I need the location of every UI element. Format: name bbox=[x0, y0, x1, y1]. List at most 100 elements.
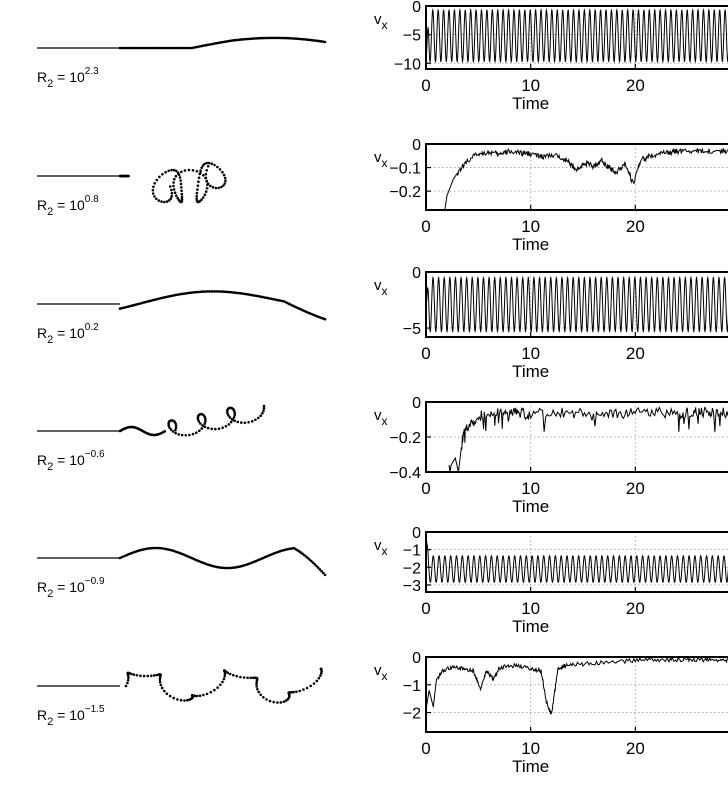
y-axis-label: vx bbox=[374, 407, 388, 428]
filament-bead bbox=[199, 169, 202, 172]
y-tick-label: −5 bbox=[403, 321, 421, 338]
filament-bead bbox=[174, 424, 178, 427]
filament-bead bbox=[171, 430, 175, 433]
filament-bead bbox=[319, 667, 323, 671]
series-line bbox=[426, 535, 728, 584]
x-tick-label: 10 bbox=[521, 739, 540, 758]
filament-bead bbox=[173, 177, 176, 181]
filament-bead bbox=[280, 36, 284, 40]
filament-bead bbox=[254, 418, 257, 422]
filament-bead bbox=[214, 186, 218, 190]
y-tick-label: −1 bbox=[403, 543, 421, 560]
y-tick-label: 0 bbox=[412, 395, 421, 412]
r2-label-base: R bbox=[37, 452, 47, 468]
filament-bead bbox=[201, 424, 204, 427]
filament-bead bbox=[204, 172, 208, 176]
filament-bead bbox=[180, 189, 183, 193]
filament-bead bbox=[209, 184, 212, 188]
filament-bead bbox=[195, 694, 199, 698]
filament-bead bbox=[205, 169, 208, 172]
r2-label-sub: 2 bbox=[47, 206, 53, 218]
filament-bead bbox=[295, 690, 298, 693]
y-tick-label: −5 bbox=[403, 28, 421, 45]
filament-bead bbox=[168, 694, 172, 698]
filament-bead bbox=[211, 186, 215, 189]
filament-bead bbox=[242, 676, 246, 679]
y-axis-label-base: v bbox=[374, 149, 382, 166]
r2-label-eq: = 10 bbox=[53, 325, 85, 341]
filament-bead bbox=[188, 433, 191, 437]
filament-bead bbox=[206, 182, 210, 186]
x-tick-label: 20 bbox=[626, 479, 645, 498]
filament-bead bbox=[195, 431, 198, 435]
x-tick-label: 10 bbox=[521, 599, 540, 618]
filament-bead bbox=[168, 185, 172, 188]
filament-bead bbox=[126, 681, 129, 685]
filament-bead bbox=[196, 418, 200, 421]
filament-bead bbox=[233, 419, 236, 423]
filament-bead bbox=[320, 671, 323, 675]
filament-bead bbox=[199, 422, 202, 425]
filament-bead bbox=[167, 169, 170, 173]
filament-bead bbox=[207, 161, 211, 165]
filament-bead bbox=[197, 180, 200, 183]
r2-label-base: R bbox=[37, 579, 47, 595]
filament-bead bbox=[158, 676, 162, 679]
x-axis-label: Time bbox=[512, 94, 549, 113]
filament-bead bbox=[179, 179, 182, 182]
filament-bead bbox=[201, 164, 205, 167]
filament-bead bbox=[313, 562, 317, 566]
filament-bead bbox=[205, 179, 208, 183]
x-tick-label: 10 bbox=[521, 76, 540, 95]
filament-bead bbox=[315, 679, 319, 683]
filament-bead bbox=[240, 421, 243, 424]
filament-bead bbox=[232, 673, 235, 677]
filament-bead bbox=[183, 169, 187, 172]
filament-bead bbox=[175, 194, 178, 197]
x-axis-label: Time bbox=[512, 617, 549, 636]
r2-label-exponent: −0.6 bbox=[85, 449, 105, 460]
r2-label: R2 = 100.8 bbox=[37, 194, 99, 218]
filament-bead bbox=[222, 677, 226, 681]
filament-bead bbox=[203, 422, 207, 425]
filament-bead bbox=[155, 197, 158, 201]
filament-bead bbox=[139, 674, 142, 678]
filament-bead bbox=[206, 426, 210, 430]
filament-bead bbox=[220, 185, 223, 189]
filament-bead bbox=[249, 676, 252, 680]
r2-label-base: R bbox=[37, 325, 47, 341]
filament-bead bbox=[132, 673, 136, 676]
y-axis-label-sub: x bbox=[382, 18, 388, 32]
filament-bead bbox=[226, 412, 229, 415]
filament-bead bbox=[206, 165, 210, 168]
filament-bead bbox=[196, 188, 199, 191]
filament-bead bbox=[311, 561, 315, 564]
filament-bead bbox=[146, 674, 150, 678]
filament-bead bbox=[195, 197, 198, 201]
filament-bead bbox=[304, 555, 308, 558]
filament-bead bbox=[124, 684, 128, 688]
filament-bead bbox=[235, 674, 238, 678]
filament-bead bbox=[322, 571, 325, 575]
y-tick-label: 0 bbox=[412, 137, 421, 154]
y-axis-label-sub: x bbox=[382, 284, 388, 298]
filament-bead bbox=[176, 196, 179, 200]
filament-bead bbox=[178, 176, 182, 179]
filament-bead bbox=[309, 684, 313, 688]
filament-bead bbox=[262, 407, 266, 410]
filament-bead bbox=[127, 174, 130, 178]
filament-bead bbox=[273, 36, 277, 40]
filament-bead bbox=[137, 46, 141, 50]
filament-bead bbox=[323, 573, 327, 577]
filament-bead bbox=[219, 683, 222, 687]
y-tick-label: −3 bbox=[403, 578, 421, 595]
series-line bbox=[444, 148, 728, 210]
y-axis-label: vx bbox=[374, 277, 388, 298]
filament-bead bbox=[227, 414, 230, 417]
filament-bead bbox=[224, 425, 228, 428]
filament-bead bbox=[198, 429, 201, 433]
filament-bead bbox=[198, 172, 202, 176]
y-tick-label: 0 bbox=[412, 525, 421, 542]
filament-bead bbox=[152, 185, 155, 189]
